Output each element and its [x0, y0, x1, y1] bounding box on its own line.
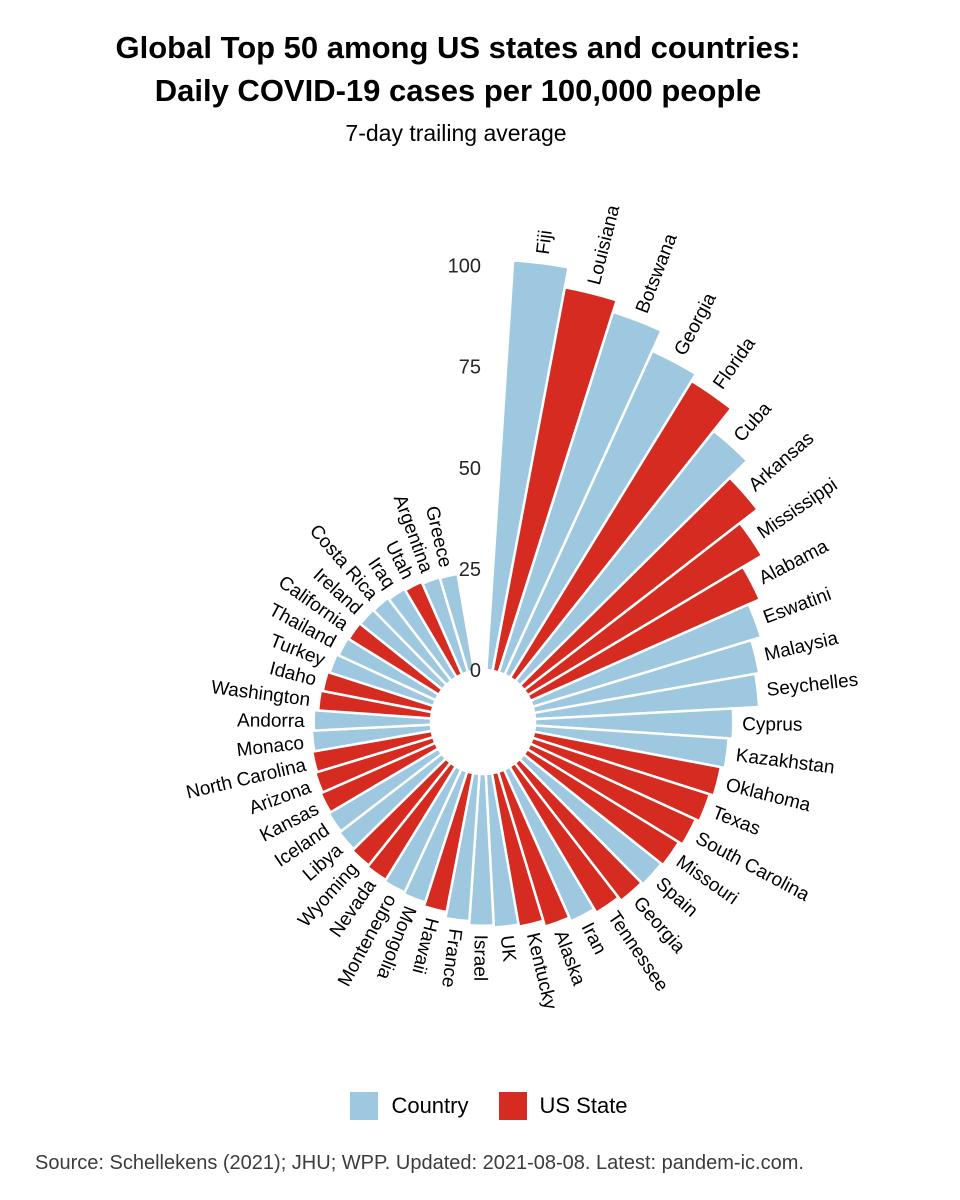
legend-label-country: Country: [391, 1093, 469, 1118]
bar-label-texas-15: Texas: [709, 802, 763, 839]
bar-label-botswana-2: Botswana: [632, 230, 682, 316]
source-note: Source: Schellekens (2021); JHU; WPP. Up…: [35, 1152, 804, 1174]
bar-label-kazakhstan-13: Kazakhstan: [735, 745, 836, 778]
bar-greece-49: [438, 572, 476, 674]
radial-tick-100: 100: [448, 256, 481, 278]
bar-label-georgia-3: Georgia: [670, 289, 720, 359]
chart-title-line1: Global Top 50 among US states and countr…: [115, 30, 801, 65]
bar-label-france-26: France: [437, 927, 465, 988]
chart-title-line2: Daily COVID-19 cases per 100,000 people: [154, 73, 762, 108]
legend-item-country: Country: [350, 1092, 469, 1120]
radial-tick-75: 75: [459, 357, 481, 379]
bar-label-fiji-0: Fiji: [533, 229, 557, 256]
radial-tick-50: 50: [459, 458, 481, 480]
legend-item-us-state: US State: [498, 1092, 628, 1120]
bar-label-uk-24: UK: [496, 934, 520, 963]
legend: Country US State: [0, 1092, 960, 1120]
legend-label-us-state: US State: [539, 1093, 628, 1118]
radial-tick-25: 25: [459, 559, 481, 581]
bar-label-louisiana-1: Louisiana: [584, 203, 624, 287]
bar-label-iran-21: Iran: [577, 919, 611, 958]
country-swatch-icon: [350, 1092, 379, 1120]
radial-tick-0: 0: [470, 660, 481, 682]
bar-label-seychelles-11: Seychelles: [766, 670, 860, 701]
bar-label-florida-4: Florida: [709, 333, 760, 393]
bar-label-alabama-8: Alabama: [756, 536, 833, 589]
bar-label-malaysia-10: Malaysia: [762, 628, 840, 666]
bar-label-cyprus-12: Cyprus: [742, 714, 802, 735]
bar-label-israel-25: Israel: [469, 935, 490, 982]
chart-title: Global Top 50 among US states and countr…: [0, 26, 916, 112]
bar-label-cuba-5: Cuba: [730, 398, 776, 446]
us-state-swatch-icon: [498, 1092, 527, 1120]
bar-label-arkansas-6: Arkansas: [745, 428, 818, 496]
bar-label-andorra-38: Andorra: [237, 710, 305, 732]
bar-label-eswatini-9: Eswatini: [761, 584, 835, 628]
chart-subtitle: 7-day trailing average: [345, 120, 567, 146]
